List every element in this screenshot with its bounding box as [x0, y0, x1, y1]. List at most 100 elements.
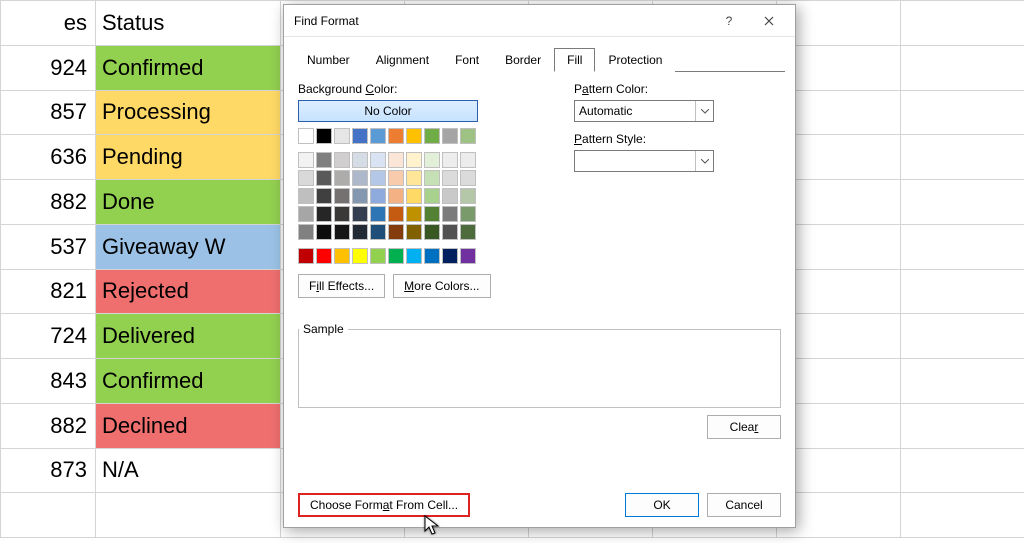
cell-number[interactable]: 882 — [1, 403, 96, 448]
cell-number[interactable]: 537 — [1, 224, 96, 269]
cell-number[interactable]: 857 — [1, 90, 96, 135]
color-swatch[interactable] — [334, 206, 350, 222]
no-color-button[interactable]: No Color — [298, 100, 478, 122]
close-button[interactable] — [749, 7, 789, 35]
color-swatch[interactable] — [424, 152, 440, 168]
tab-number[interactable]: Number — [294, 48, 363, 72]
color-swatch[interactable] — [298, 152, 314, 168]
color-swatch[interactable] — [316, 224, 332, 240]
tab-protection[interactable]: Protection — [595, 48, 675, 72]
color-swatch[interactable] — [316, 188, 332, 204]
color-swatch[interactable] — [334, 128, 350, 144]
color-swatch[interactable] — [316, 128, 332, 144]
cell-number[interactable]: 924 — [1, 45, 96, 90]
tab-fill[interactable]: Fill — [554, 48, 595, 72]
pattern-style-select[interactable] — [574, 150, 714, 172]
cell-number[interactable]: 843 — [1, 359, 96, 404]
color-swatch[interactable] — [442, 206, 458, 222]
tab-font[interactable]: Font — [442, 48, 492, 72]
color-swatch[interactable] — [406, 152, 422, 168]
cell-number[interactable]: 873 — [1, 448, 96, 493]
color-swatch[interactable] — [370, 206, 386, 222]
color-swatch[interactable] — [388, 206, 404, 222]
color-swatch[interactable] — [460, 248, 476, 264]
cell-status[interactable]: Confirmed — [96, 45, 281, 90]
color-swatch[interactable] — [370, 224, 386, 240]
color-swatch[interactable] — [316, 206, 332, 222]
color-swatch[interactable] — [442, 128, 458, 144]
color-swatch[interactable] — [406, 248, 422, 264]
cancel-button[interactable]: Cancel — [707, 493, 781, 517]
color-swatch[interactable] — [424, 170, 440, 186]
color-swatch[interactable] — [442, 248, 458, 264]
color-swatch[interactable] — [442, 224, 458, 240]
color-swatch[interactable] — [424, 224, 440, 240]
cell-status[interactable]: Declined — [96, 403, 281, 448]
more-colors-button[interactable]: More Colors... — [393, 274, 490, 298]
color-swatch[interactable] — [334, 248, 350, 264]
color-swatch[interactable] — [406, 188, 422, 204]
color-swatch[interactable] — [388, 188, 404, 204]
color-swatch[interactable] — [352, 128, 368, 144]
cell-number[interactable]: 724 — [1, 314, 96, 359]
cell-status[interactable]: Pending — [96, 135, 281, 180]
cell-number[interactable]: 636 — [1, 135, 96, 180]
color-swatch[interactable] — [298, 224, 314, 240]
color-swatch[interactable] — [406, 128, 422, 144]
color-swatch[interactable] — [334, 188, 350, 204]
cell-status[interactable]: Confirmed — [96, 359, 281, 404]
col-header-1[interactable]: es — [1, 1, 96, 46]
color-swatch[interactable] — [370, 188, 386, 204]
color-swatch[interactable] — [388, 152, 404, 168]
color-swatch[interactable] — [316, 152, 332, 168]
color-swatch[interactable] — [460, 170, 476, 186]
color-swatch[interactable] — [352, 248, 368, 264]
color-swatch[interactable] — [424, 206, 440, 222]
clear-button[interactable]: Clear — [707, 415, 781, 439]
color-swatch[interactable] — [370, 248, 386, 264]
ok-button[interactable]: OK — [625, 493, 699, 517]
cell-status[interactable]: Rejected — [96, 269, 281, 314]
color-swatch[interactable] — [352, 206, 368, 222]
choose-format-from-cell-button[interactable]: Choose Format From Cell... — [298, 493, 470, 517]
color-swatch[interactable] — [298, 248, 314, 264]
cell-number[interactable]: 821 — [1, 269, 96, 314]
color-swatch[interactable] — [298, 128, 314, 144]
tab-border[interactable]: Border — [492, 48, 554, 72]
color-swatch[interactable] — [460, 206, 476, 222]
color-swatch[interactable] — [334, 224, 350, 240]
color-swatch[interactable] — [370, 128, 386, 144]
color-swatch[interactable] — [460, 128, 476, 144]
tab-alignment[interactable]: Alignment — [363, 48, 442, 72]
color-swatch[interactable] — [388, 128, 404, 144]
cell-status[interactable]: Delivered — [96, 314, 281, 359]
color-swatch[interactable] — [298, 170, 314, 186]
cell-status[interactable]: N/A — [96, 448, 281, 493]
color-swatch[interactable] — [424, 248, 440, 264]
color-swatch[interactable] — [460, 152, 476, 168]
pattern-color-select[interactable]: Automatic — [574, 100, 714, 122]
color-swatch[interactable] — [442, 170, 458, 186]
color-swatch[interactable] — [298, 206, 314, 222]
color-swatch[interactable] — [352, 152, 368, 168]
color-swatch[interactable] — [370, 152, 386, 168]
color-swatch[interactable] — [424, 188, 440, 204]
color-swatch[interactable] — [334, 152, 350, 168]
color-swatch[interactable] — [424, 128, 440, 144]
col-header-2[interactable]: Status — [96, 1, 281, 46]
color-swatch[interactable] — [388, 170, 404, 186]
color-swatch[interactable] — [442, 188, 458, 204]
color-swatch[interactable] — [316, 170, 332, 186]
color-swatch[interactable] — [406, 224, 422, 240]
cell-status[interactable]: Done — [96, 180, 281, 225]
fill-effects-button[interactable]: Fill Effects... — [298, 274, 385, 298]
color-swatch[interactable] — [388, 224, 404, 240]
cell-status[interactable]: Giveaway W — [96, 224, 281, 269]
color-swatch[interactable] — [388, 248, 404, 264]
color-swatch[interactable] — [352, 170, 368, 186]
color-swatch[interactable] — [460, 224, 476, 240]
cell-status[interactable]: Processing — [96, 90, 281, 135]
color-swatch[interactable] — [352, 188, 368, 204]
color-swatch[interactable] — [406, 206, 422, 222]
color-swatch[interactable] — [352, 224, 368, 240]
